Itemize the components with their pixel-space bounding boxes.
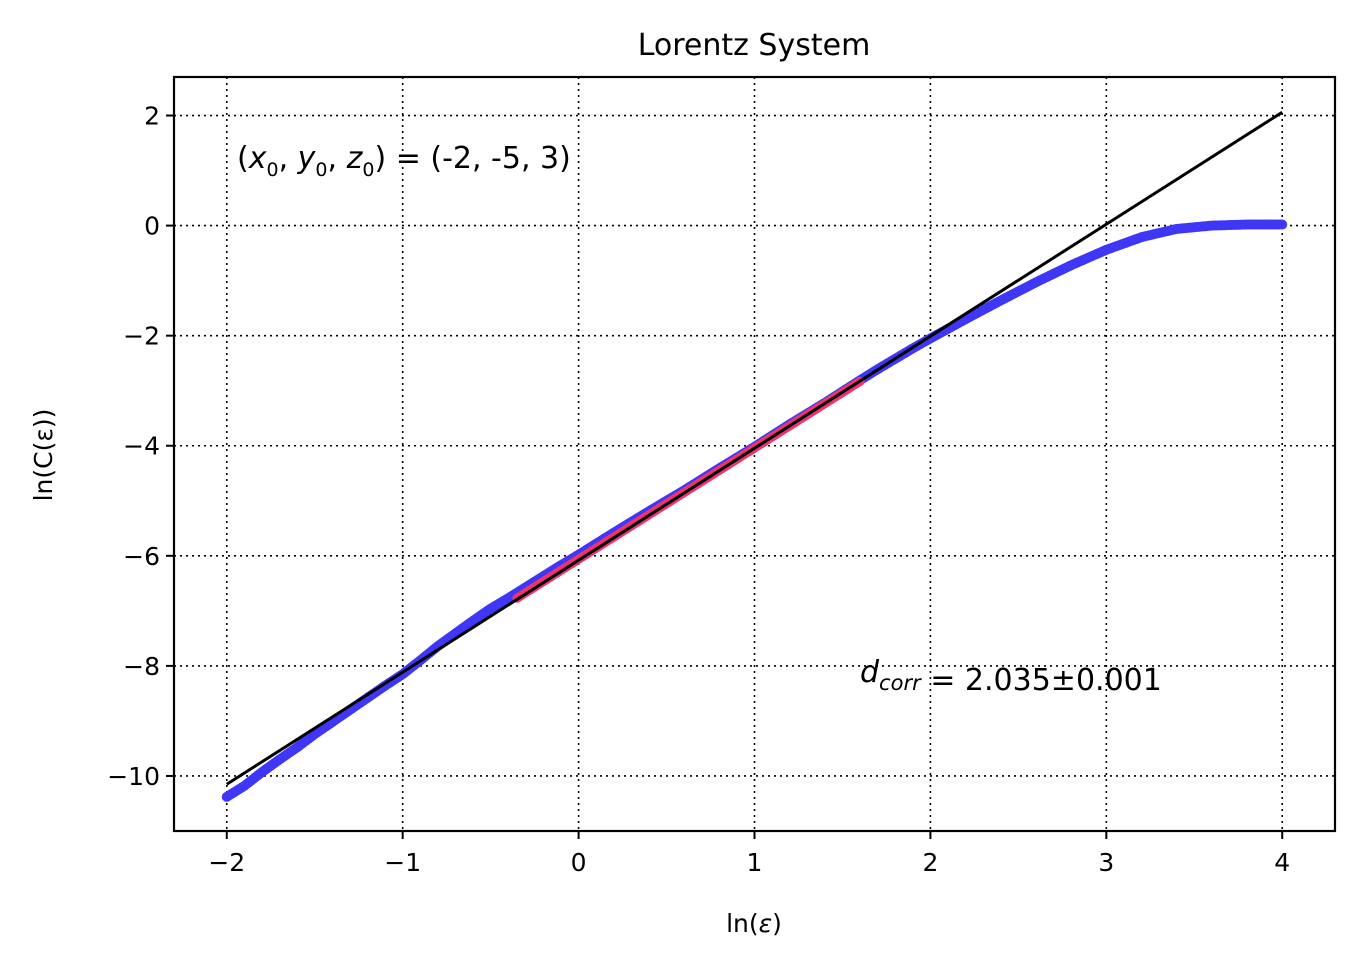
- x-axis-ticks: −2 −1 0 1 2 3 4: [208, 831, 1290, 877]
- x-axis-label-close: ): [772, 909, 782, 938]
- initial-condition-value: = (-2, -5, 3): [386, 141, 571, 176]
- x-axis-label-symbol: ε: [759, 909, 773, 938]
- dcorr-lhs: dcorr: [860, 655, 922, 695]
- x-tick-label: 3: [1098, 848, 1114, 877]
- dcorr-value: = 2.035±0.001: [921, 663, 1162, 698]
- y-tick-label: −8: [123, 652, 160, 681]
- y-tick-label: 2: [144, 102, 160, 131]
- x-axis-label-text: ln(: [726, 909, 759, 938]
- y-axis-ticks: 2 0 −2 −4 −6 −8 −10: [107, 102, 174, 791]
- dcorr-annotation: dcorr = 2.035±0.001: [860, 655, 1162, 698]
- x-tick-label: 2: [922, 848, 938, 877]
- y-tick-label: 0: [144, 212, 160, 241]
- y-axis-label: ln(C(ε)): [29, 409, 58, 502]
- y-tick-label: −10: [107, 762, 160, 791]
- fit-line-group: [225, 110, 1284, 786]
- x-axis-label: ln(ε): [726, 909, 782, 938]
- fit-line: [225, 110, 1284, 786]
- y-tick-label: −2: [123, 322, 160, 351]
- grid-lines: [174, 77, 1335, 831]
- x-tick-label: 1: [747, 848, 763, 877]
- initial-condition-lhs: (x0, y0, z0): [237, 141, 386, 181]
- data-point: [1277, 219, 1288, 230]
- chart-title: Lorentz System: [638, 28, 871, 63]
- y-tick-label: −4: [123, 432, 160, 461]
- x-tick-label: −1: [384, 848, 421, 877]
- initial-condition-annotation: (x0, y0, z0) = (-2, -5, 3): [237, 141, 571, 181]
- x-tick-label: 4: [1274, 848, 1290, 877]
- x-tick-label: 0: [571, 848, 587, 877]
- x-tick-label: −2: [208, 848, 245, 877]
- y-tick-label: −6: [123, 542, 160, 571]
